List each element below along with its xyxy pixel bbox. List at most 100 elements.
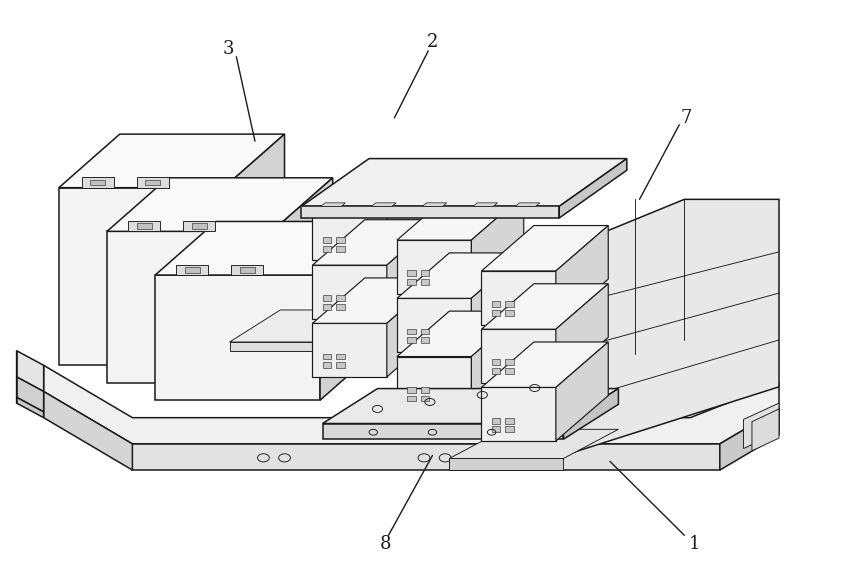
Polygon shape <box>492 301 500 307</box>
Polygon shape <box>107 178 332 231</box>
Text: 1: 1 <box>689 535 700 553</box>
Polygon shape <box>752 409 779 451</box>
Polygon shape <box>397 195 524 240</box>
Polygon shape <box>232 264 264 275</box>
Polygon shape <box>322 362 331 368</box>
Polygon shape <box>492 418 500 424</box>
Polygon shape <box>132 444 720 470</box>
Polygon shape <box>301 159 627 207</box>
Polygon shape <box>322 424 563 439</box>
Polygon shape <box>272 178 332 383</box>
Polygon shape <box>397 311 524 356</box>
Polygon shape <box>482 271 555 325</box>
Polygon shape <box>505 426 514 432</box>
Polygon shape <box>336 362 344 368</box>
Polygon shape <box>397 253 524 298</box>
Polygon shape <box>43 365 779 444</box>
Polygon shape <box>320 222 381 400</box>
Polygon shape <box>371 203 396 207</box>
Text: 8: 8 <box>380 535 392 553</box>
Polygon shape <box>482 342 608 387</box>
Polygon shape <box>555 342 608 441</box>
Polygon shape <box>492 368 500 374</box>
Polygon shape <box>322 304 331 310</box>
Polygon shape <box>81 177 114 188</box>
Polygon shape <box>322 295 331 301</box>
Polygon shape <box>744 403 779 449</box>
Polygon shape <box>336 237 344 243</box>
Polygon shape <box>449 429 618 459</box>
Polygon shape <box>224 134 285 365</box>
Polygon shape <box>407 338 416 343</box>
Polygon shape <box>43 391 132 470</box>
Polygon shape <box>555 284 608 383</box>
Polygon shape <box>505 418 514 424</box>
Polygon shape <box>505 310 514 316</box>
Polygon shape <box>137 223 152 229</box>
Polygon shape <box>322 388 618 424</box>
Polygon shape <box>301 207 559 218</box>
Polygon shape <box>471 195 524 294</box>
Polygon shape <box>107 231 272 383</box>
Polygon shape <box>482 226 608 271</box>
Polygon shape <box>17 351 43 391</box>
Polygon shape <box>185 267 200 273</box>
Polygon shape <box>473 203 498 207</box>
Polygon shape <box>192 223 207 229</box>
Polygon shape <box>336 246 344 252</box>
Polygon shape <box>336 354 344 359</box>
Polygon shape <box>516 203 540 207</box>
Polygon shape <box>90 180 105 185</box>
Polygon shape <box>471 253 524 352</box>
Polygon shape <box>563 388 618 439</box>
Polygon shape <box>720 409 779 470</box>
Polygon shape <box>505 359 514 365</box>
Polygon shape <box>17 377 43 412</box>
Polygon shape <box>322 237 331 243</box>
Polygon shape <box>312 207 387 260</box>
Polygon shape <box>312 324 387 377</box>
Polygon shape <box>312 265 387 319</box>
Polygon shape <box>59 188 224 365</box>
Polygon shape <box>387 220 439 319</box>
Polygon shape <box>421 270 429 276</box>
Polygon shape <box>505 301 514 307</box>
Polygon shape <box>322 354 331 359</box>
Polygon shape <box>471 311 524 410</box>
Polygon shape <box>492 359 500 365</box>
Polygon shape <box>137 177 169 188</box>
Polygon shape <box>321 203 345 207</box>
Polygon shape <box>155 222 381 275</box>
Polygon shape <box>312 220 439 265</box>
Polygon shape <box>555 226 608 325</box>
Polygon shape <box>482 387 555 441</box>
Polygon shape <box>422 203 447 207</box>
Text: 7: 7 <box>680 109 692 127</box>
Polygon shape <box>387 161 439 260</box>
Polygon shape <box>505 368 514 374</box>
Polygon shape <box>421 329 429 335</box>
Polygon shape <box>183 221 215 231</box>
Polygon shape <box>482 284 608 329</box>
Polygon shape <box>240 267 255 273</box>
Polygon shape <box>407 279 416 285</box>
Polygon shape <box>59 134 285 188</box>
Polygon shape <box>407 387 416 393</box>
Polygon shape <box>407 329 416 335</box>
Polygon shape <box>421 395 429 401</box>
Polygon shape <box>492 426 500 432</box>
Polygon shape <box>336 295 344 301</box>
Polygon shape <box>397 356 471 410</box>
Polygon shape <box>312 278 439 324</box>
Polygon shape <box>421 387 429 393</box>
Polygon shape <box>559 159 627 218</box>
Polygon shape <box>397 298 471 352</box>
Polygon shape <box>421 279 429 285</box>
Polygon shape <box>322 246 331 252</box>
Polygon shape <box>397 240 471 294</box>
Polygon shape <box>230 310 382 342</box>
Polygon shape <box>563 199 779 456</box>
Polygon shape <box>492 310 500 316</box>
Polygon shape <box>145 180 160 185</box>
Polygon shape <box>421 338 429 343</box>
